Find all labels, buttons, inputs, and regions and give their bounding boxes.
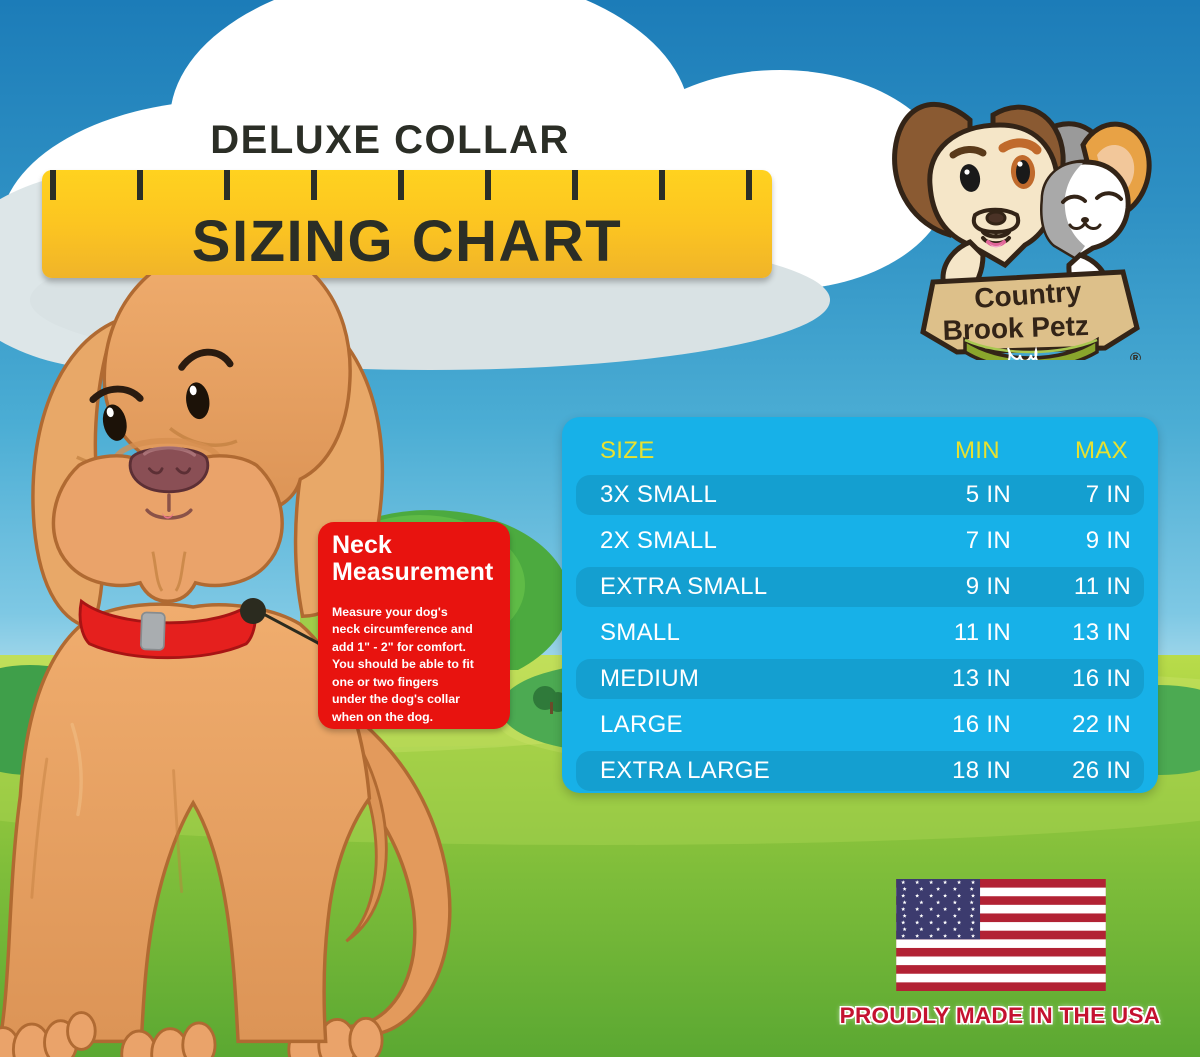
svg-text:®: ®: [1130, 350, 1141, 360]
